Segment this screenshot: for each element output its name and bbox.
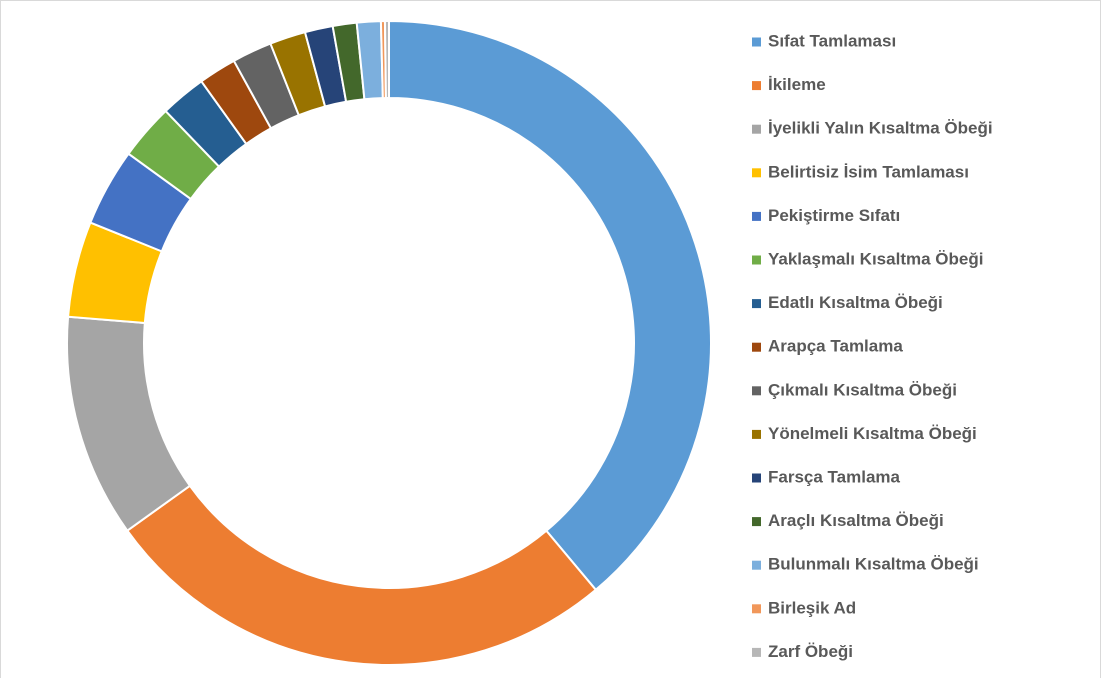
- legend-swatch: [752, 560, 761, 570]
- donut-slice: [383, 19, 390, 100]
- legend-label: Çıkmalı Kısaltma Öbeği: [768, 380, 957, 399]
- legend-label: Zarf Öbeği: [768, 642, 853, 661]
- legend-label: Birleşik Ad: [768, 598, 856, 617]
- legend-swatch: [752, 473, 761, 483]
- donut-slice: [125, 484, 598, 666]
- legend-swatch: [752, 342, 761, 352]
- legend-label: Bulunmalı Kısaltma Öbeği: [768, 555, 979, 574]
- legend-swatch: [752, 517, 761, 527]
- legend-swatch: [752, 81, 761, 91]
- legend-swatch: [752, 168, 761, 178]
- legend-swatch: [752, 386, 761, 396]
- legend-label: Belirtisiz İsim Tamlaması: [768, 162, 969, 181]
- legend-label: Yaklaşmalı Kısaltma Öbeği: [768, 249, 983, 268]
- legend-label: Sıfat Tamlaması: [768, 31, 896, 50]
- legend-swatch: [752, 604, 761, 614]
- legend-label: Edatlı Kısaltma Öbeği: [768, 293, 943, 312]
- legend-swatch: [752, 647, 761, 657]
- legend-swatch: [752, 211, 761, 221]
- legend-swatch: [752, 124, 761, 134]
- legend-label: Pekiştirme Sıfatı: [768, 206, 900, 225]
- legend-label: Arapça Tamlama: [768, 337, 903, 356]
- legend-label: Yönelmeli Kısaltma Öbeği: [768, 424, 977, 443]
- legend-label: İyelikli Yalın Kısaltma Öbeği: [768, 119, 993, 138]
- legend-label: İkileme: [768, 75, 826, 94]
- legend-label: Araçlı Kısaltma Öbeği: [768, 511, 944, 530]
- legend-swatch: [752, 255, 761, 265]
- legend-swatch: [752, 299, 761, 309]
- donut-slice: [388, 19, 712, 592]
- legend-swatch: [752, 37, 761, 47]
- legend-swatch: [752, 429, 761, 439]
- legend-label: Farsça Tamlama: [768, 467, 901, 486]
